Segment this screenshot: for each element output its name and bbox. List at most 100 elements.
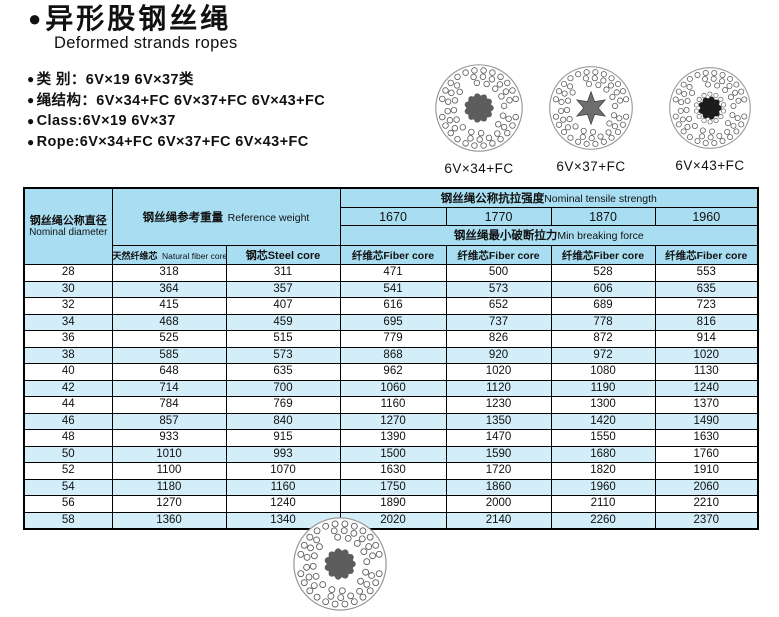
cell-value: 1340	[225, 511, 341, 530]
header-fiber-core-1: 纤维芯Fiber core	[339, 244, 447, 266]
cell-value: 1270	[339, 412, 447, 431]
cell-value: 689	[550, 297, 656, 315]
page-title-block: ● 异形股钢丝绳 Deformed strands ropes	[28, 2, 238, 53]
cell-value: 1420	[550, 412, 656, 431]
cell-value: 1020	[654, 346, 759, 365]
cell-diameter: 56	[23, 495, 113, 513]
header-fiber-core-label: 纤维芯Fiber core	[457, 249, 540, 262]
spec-text: 绳结构：6V×34+FC 6V×37+FC 6V×43+FC	[36, 93, 326, 109]
cell-diameter: 40	[23, 363, 113, 381]
header-steel-core-label: 钢芯Steel core	[245, 249, 321, 262]
cell-value: 868	[339, 346, 447, 365]
header-grade-1960: 1960	[654, 207, 759, 227]
cell-value: 1490	[654, 412, 759, 431]
header-grade-1770: 1770	[445, 207, 552, 227]
rope-label: 6V×37+FC	[556, 159, 626, 174]
header-grade-1870: 1870	[550, 207, 656, 227]
rope-cross-section-icon	[668, 66, 752, 155]
cell-value: 1070	[225, 462, 341, 480]
cell-value: 1470	[445, 429, 552, 447]
header-steel-core: 钢芯Steel core	[225, 244, 341, 266]
cell-value: 1760	[654, 445, 759, 464]
cell-value: 1360	[111, 511, 227, 530]
cell-value: 606	[550, 280, 656, 299]
cell-value: 2210	[654, 495, 759, 513]
cell-value: 407	[225, 297, 341, 315]
header-fiber-core-label: 纤维芯Fiber core	[351, 249, 435, 262]
cell-diameter: 36	[23, 330, 113, 348]
header-fiber-core-2: 纤维芯Fiber core	[445, 244, 552, 266]
header-grade-1670: 1670	[339, 207, 447, 227]
table-row: 52 1100 1070 1630 1720 1820 1910	[23, 462, 759, 480]
table-row: 42 714 700 1060 1120 1190 1240	[23, 379, 759, 398]
page-title-line: ● 异形股钢丝绳	[28, 2, 238, 36]
cell-value: 723	[654, 297, 759, 315]
header-nominal-diameter: 钢丝绳公称直径 Nominal diameter	[23, 187, 113, 266]
rope-diagram: 6V×37+FC	[548, 65, 634, 174]
spec-line: ● 绳结构：6V×34+FC 6V×37+FC 6V×43+FC	[27, 89, 325, 110]
cell-value: 695	[339, 313, 447, 332]
cell-diameter: 58	[23, 511, 113, 530]
cell-value: 933	[111, 429, 227, 447]
header-fiber-core-label: 纤维芯Fiber core	[561, 249, 645, 262]
header-min-breaking-force: 钢丝绳最小破断拉力Min breaking force	[339, 225, 759, 246]
cell-value: 857	[111, 412, 227, 431]
cell-diameter: 46	[23, 412, 113, 431]
cell-value: 2000	[445, 495, 552, 513]
cell-value: 525	[111, 330, 227, 348]
cell-value: 311	[225, 264, 341, 282]
cell-value: 1680	[550, 445, 656, 464]
cell-value: 914	[654, 330, 759, 348]
cell-value: 1240	[225, 495, 341, 513]
cell-diameter: 42	[23, 379, 113, 398]
spec-line: ● 类 别：6V×19 6V×37类	[27, 68, 325, 89]
page-subtitle: Deformed strands ropes	[54, 34, 238, 52]
cell-value: 2260	[550, 511, 656, 530]
rope-cross-section-icon	[434, 63, 524, 158]
header-tensile-strength-zh: 钢丝绳公称抗拉强度	[440, 193, 545, 205]
cell-value: 826	[445, 330, 552, 348]
table-row: 40 648 635 962 1020 1080 1130	[23, 363, 759, 381]
cell-value: 2140	[445, 511, 552, 530]
cell-value: 357	[225, 280, 341, 299]
header-fiber-core-3: 纤维芯Fiber core	[550, 244, 656, 266]
cell-value: 1960	[550, 478, 656, 497]
cell-value: 714	[111, 379, 227, 398]
cell-value: 648	[111, 363, 227, 381]
cell-value: 1890	[339, 495, 447, 513]
cell-value: 459	[225, 313, 341, 332]
cell-value: 840	[225, 412, 341, 431]
table-row: 54 1180 1160 1750 1860 1960 2060	[23, 478, 759, 497]
table-row: 38 585 573 868 920 972 1020	[23, 346, 759, 365]
cell-value: 1130	[654, 363, 759, 381]
cell-diameter: 52	[23, 462, 113, 480]
table-row: 50 1010 993 1500 1590 1680 1760	[23, 445, 759, 464]
cell-diameter: 48	[23, 429, 113, 447]
cell-value: 1370	[654, 396, 759, 414]
cell-value: 1500	[339, 445, 447, 464]
rope-diagram: 6V×43+FC	[668, 66, 752, 173]
spec-line: ● Class:6V×19 6V×37	[27, 110, 325, 131]
cell-value: 2370	[654, 511, 759, 530]
cell-value: 635	[654, 280, 759, 299]
bullet-icon: ●	[27, 71, 35, 86]
table-row: 56 1270 1240 1890 2000 2110 2210	[23, 495, 759, 513]
cell-value: 573	[225, 346, 341, 365]
cell-value: 1590	[445, 445, 552, 464]
cell-value: 616	[339, 297, 447, 315]
cell-value: 1750	[339, 478, 447, 497]
cell-value: 915	[225, 429, 341, 447]
cell-value: 541	[339, 280, 447, 299]
spec-text: 类 别：6V×19 6V×37类	[36, 72, 194, 88]
cell-value: 1270	[111, 495, 227, 513]
cell-value: 1160	[339, 396, 447, 414]
cell-diameter: 50	[23, 445, 113, 464]
bullet-icon: ●	[27, 134, 35, 149]
table-row: 44 784 769 1160 1230 1300 1370	[23, 396, 759, 414]
cell-value: 1080	[550, 363, 656, 381]
cell-value: 1820	[550, 462, 656, 480]
cell-diameter: 32	[23, 297, 113, 315]
cell-value: 468	[111, 313, 227, 332]
cell-value: 553	[654, 264, 759, 282]
table-row: 48 933 915 1390 1470 1550 1630	[23, 429, 759, 447]
